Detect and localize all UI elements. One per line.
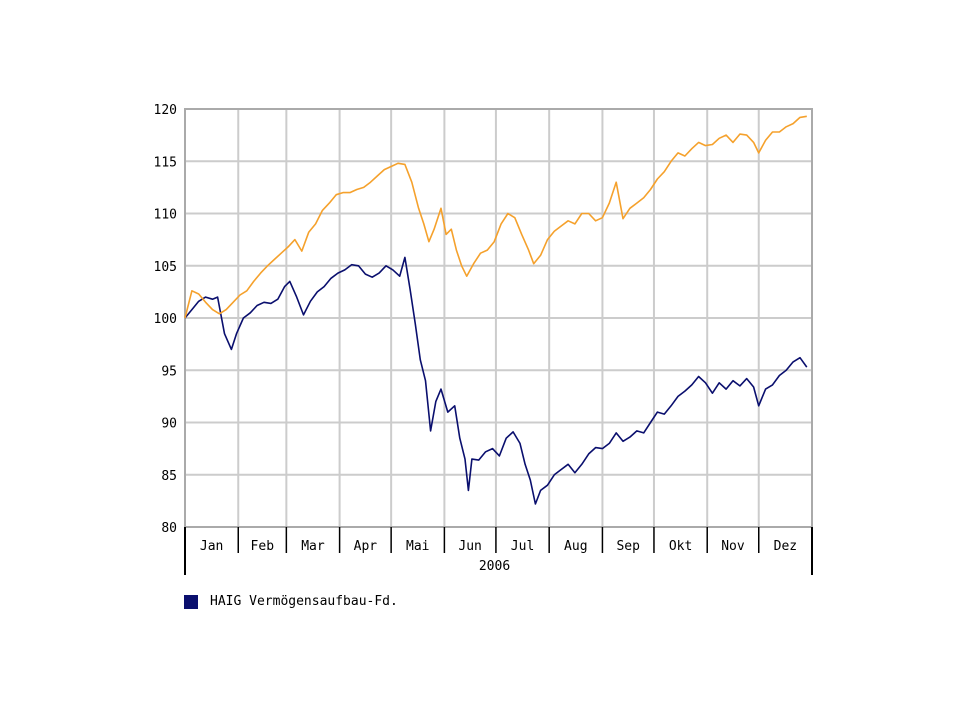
y-tick-label: 90 [161, 417, 177, 432]
grid [184, 108, 813, 528]
x-tick-label: Jun [458, 539, 481, 554]
y-tick-label: 120 [154, 103, 177, 118]
legend-swatch [184, 594, 198, 609]
x-tick-label: Sep [616, 539, 640, 554]
y-tick-label: 100 [154, 312, 177, 327]
y-tick-label: 110 [154, 208, 177, 223]
x-axis-label: 2006 [479, 559, 510, 574]
x-tick-label: Mar [301, 539, 325, 554]
x-tick-label: Okt [669, 539, 692, 554]
series-line [184, 256, 808, 505]
x-tick-label: Jul [511, 539, 534, 554]
y-tick-label: 85 [161, 469, 177, 484]
x-tick-label: Mai [406, 539, 429, 554]
x-tick-label: Aug [564, 539, 587, 554]
x-tick-label: Nov [721, 539, 745, 554]
y-tick-label: 95 [161, 364, 177, 379]
axes: 80 85 90 95 100 105 110 115 120 Jan Feb Mar Apr Mai Ju… [154, 103, 813, 575]
x-tick-label: Jan [200, 539, 223, 554]
x-tick-label: Dez [774, 539, 797, 554]
series-line [184, 115, 807, 319]
x-tick-label: Feb [251, 539, 275, 554]
y-tick-label: 115 [154, 155, 177, 170]
legend: HAIG Vermögensaufbau-Fd. [184, 594, 398, 609]
y-tick-label: 105 [154, 260, 177, 275]
x-tick-label: Apr [354, 539, 378, 554]
legend-label: HAIG Vermögensaufbau-Fd. [210, 594, 398, 609]
y-tick-label: 80 [161, 521, 177, 536]
series-layer [184, 115, 808, 505]
